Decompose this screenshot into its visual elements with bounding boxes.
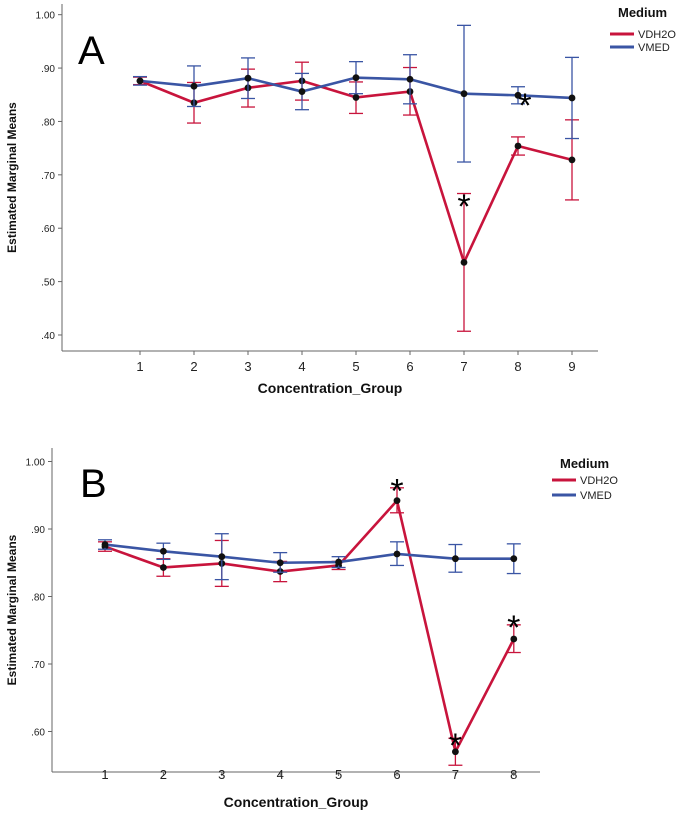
y-tick-label: .80 [41,117,55,128]
data-point [190,82,198,90]
series-vdh2o [98,487,521,766]
legend-entry: VDH2O [638,29,676,41]
data-point [452,555,459,563]
x-tick-label: 5 [335,767,342,782]
significance-marker: * [390,472,403,510]
data-point [335,558,342,566]
y-tick-label: .50 [41,278,55,289]
data-point [218,553,226,561]
data-point [460,258,468,266]
significance-marker: * [457,188,470,226]
y-tick-label: .60 [41,224,55,235]
legend-entry: VMED [638,42,670,54]
x-tick-label: 2 [190,359,197,374]
data-point [406,75,414,83]
legend-entry: VMED [580,490,612,502]
y-tick-label: .90 [31,525,45,536]
x-tick-label: 6 [406,359,413,374]
x-tick-label: 7 [452,767,459,782]
data-point [393,550,401,558]
y-tick-label: 1.00 [26,458,46,469]
x-tick-label: 1 [136,359,143,374]
y-tick-label: .70 [41,171,55,182]
data-point [393,497,401,505]
data-point [510,555,518,563]
x-tick-label: 2 [160,767,167,782]
series-vmed [133,24,579,163]
y-tick-label: .40 [41,331,55,342]
data-point [101,541,109,548]
x-axis-title: Concentration_Group [224,794,369,810]
x-tick-label: 1 [101,767,108,782]
x-tick-label: 6 [393,767,400,782]
legend-entry: VDH2O [580,475,618,487]
x-tick-label: 4 [298,359,305,374]
x-tick-label: 3 [244,359,251,374]
y-tick-label: 1.00 [36,11,56,22]
data-point [244,74,252,82]
data-point [514,91,522,99]
data-point [568,94,576,102]
data-point [160,547,167,555]
x-tick-label: 8 [514,359,521,374]
data-point [136,77,144,85]
y-tick-label: .90 [41,64,55,75]
data-point [160,564,167,571]
data-point [276,559,284,567]
series-line [104,543,514,565]
panel-label: A [78,29,105,73]
series-line [104,499,515,754]
data-point [452,748,459,756]
significance-marker: * [449,727,462,765]
y-axis-title: Estimated Marginal Means [5,102,19,253]
panel-label: B [80,462,107,506]
data-point [352,94,360,101]
y-tick-label: .60 [31,728,45,739]
y-tick-label: .70 [31,660,45,671]
significance-marker: * [518,87,531,125]
x-tick-label: 8 [510,767,517,782]
data-point [460,90,468,98]
y-tick-label: .80 [31,593,45,604]
series-vmed [98,533,521,581]
data-point [510,635,518,643]
legend-title: Medium [560,456,609,471]
x-tick-label: 7 [460,359,467,374]
data-point [568,156,576,164]
data-point [514,142,522,150]
series-vdh2o [133,61,579,332]
x-tick-label: 3 [218,767,225,782]
x-axis-title: Concentration_Group [258,380,403,396]
chart-panel-b: .60 .70 .80 .90 1.00 1 2 3 4 5 6 7 8 Concentration_Gr… [5,448,618,810]
significance-marker: * [507,609,520,647]
chart-panel-a: .40 .50 .60 .70 .80 .90 1.00 1 2 3 4 5 6 7 8 9 Concentra… [5,4,676,396]
x-tick-label: 5 [352,359,359,374]
legend-title: Medium [618,5,667,20]
data-point [352,74,360,82]
data-point [298,88,306,95]
x-tick-label: 9 [568,359,575,374]
y-axis-title: Estimated Marginal Means [5,534,19,685]
x-tick-label: 4 [277,767,284,782]
